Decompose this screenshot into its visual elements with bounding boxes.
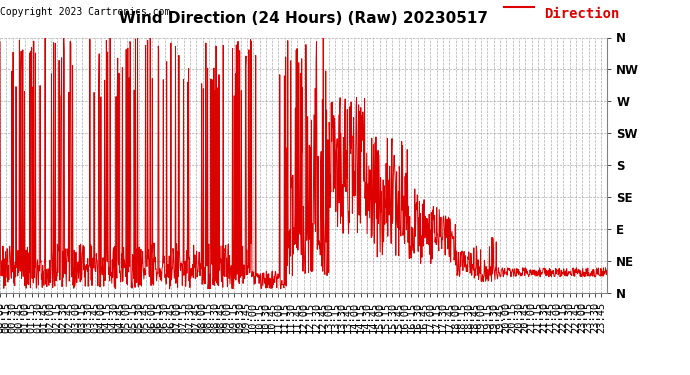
Text: Wind Direction (24 Hours) (Raw) 20230517: Wind Direction (24 Hours) (Raw) 20230517 — [119, 11, 488, 26]
Text: Direction: Direction — [544, 7, 620, 21]
Text: Copyright 2023 Cartronics.com: Copyright 2023 Cartronics.com — [0, 7, 170, 17]
